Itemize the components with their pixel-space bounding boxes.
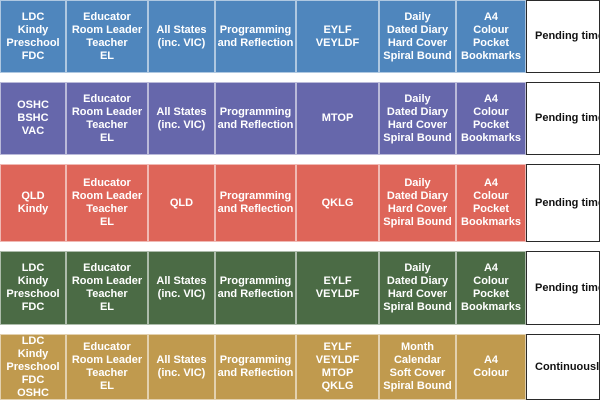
cell-size-extras: A4 Colour Pocket Bookmarks bbox=[456, 251, 526, 325]
cell-diary-format: Month Calendar Soft Cover Spiral Bound bbox=[379, 334, 456, 400]
cell-role: Educator Room Leader Teacher EL bbox=[66, 164, 148, 242]
cell-size-extras: A4 Colour Pocket Bookmarks bbox=[456, 82, 526, 155]
cell-states: All States (inc. VIC) bbox=[148, 82, 215, 155]
cell-availability: Continuously reprinted, ema for restock … bbox=[526, 334, 600, 400]
cell-service-type: OSHC BSHC VAC bbox=[0, 82, 66, 155]
cell-role: Educator Room Leader Teacher EL bbox=[66, 251, 148, 325]
cell-states: QLD bbox=[148, 164, 215, 242]
cell-framework: EYLF VEYLDF bbox=[296, 0, 379, 73]
cell-states: All States (inc. VIC) bbox=[148, 334, 215, 400]
cell-purpose: Programming and Reflection bbox=[215, 0, 296, 73]
cell-size-extras: A4 Colour bbox=[456, 334, 526, 400]
cell-framework: EYLF VEYLDF bbox=[296, 251, 379, 325]
cell-role: Educator Room Leader Teacher EL bbox=[66, 334, 148, 400]
cell-service-type: QLD Kindy bbox=[0, 164, 66, 242]
cell-diary-format: Daily Dated Diary Hard Cover Spiral Boun… bbox=[379, 82, 456, 155]
cell-availability: Pending time the year, only cover reprin… bbox=[526, 0, 600, 73]
cell-purpose: Programming and Reflection bbox=[215, 334, 296, 400]
cell-availability: Pending time the year bbox=[526, 164, 600, 242]
cell-diary-format: Daily Dated Diary Hard Cover Spiral Boun… bbox=[379, 0, 456, 73]
cell-service-type: LDC Kindy Preschool FDC bbox=[0, 251, 66, 325]
cell-framework: MTOP bbox=[296, 82, 379, 155]
cell-purpose: Programming and Reflection bbox=[215, 164, 296, 242]
cell-framework: EYLF VEYLDF MTOP QKLG bbox=[296, 334, 379, 400]
cell-size-extras: A4 Colour Pocket Bookmarks bbox=[456, 164, 526, 242]
cell-size-extras: A4 Colour Pocket Bookmarks bbox=[456, 0, 526, 73]
cell-role: Educator Room Leader Teacher EL bbox=[66, 82, 148, 155]
cell-service-type: LDC Kindy Preschool FDC bbox=[0, 0, 66, 73]
cell-purpose: Programming and Reflection bbox=[215, 251, 296, 325]
cell-states: All States (inc. VIC) bbox=[148, 251, 215, 325]
cell-diary-format: Daily Dated Diary Hard Cover Spiral Boun… bbox=[379, 164, 456, 242]
cell-role: Educator Room Leader Teacher EL bbox=[66, 0, 148, 73]
cell-diary-format: Daily Dated Diary Hard Cover Spiral Boun… bbox=[379, 251, 456, 325]
cell-service-type: LDC Kindy Preschool FDC OSHC bbox=[0, 334, 66, 400]
cell-availability: Pending time the year bbox=[526, 251, 600, 325]
cell-purpose: Programming and Reflection bbox=[215, 82, 296, 155]
cell-availability: Pending time the year bbox=[526, 82, 600, 155]
cell-states: All States (inc. VIC) bbox=[148, 0, 215, 73]
cell-framework: QKLG bbox=[296, 164, 379, 242]
